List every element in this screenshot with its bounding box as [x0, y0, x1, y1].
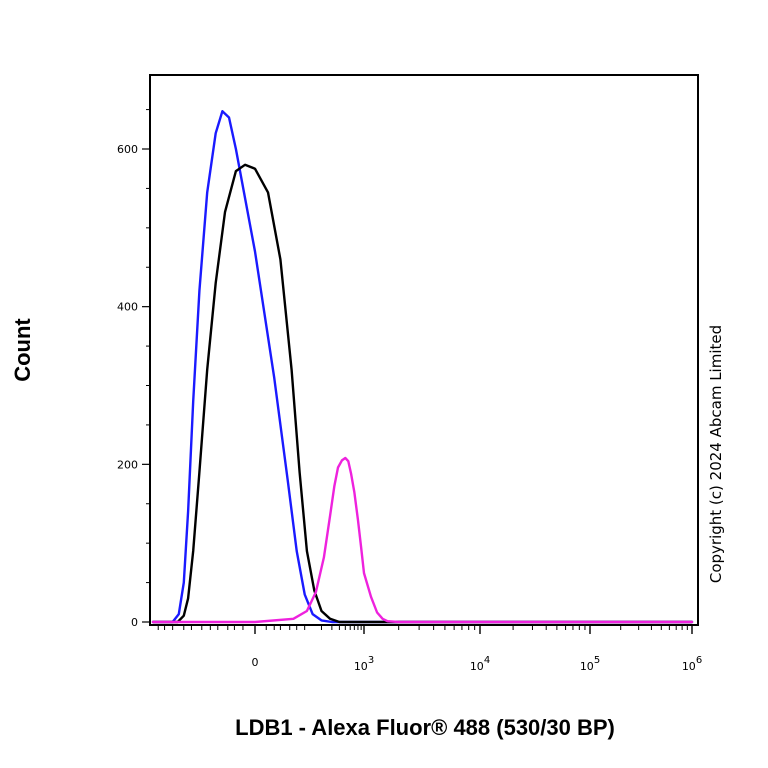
x-tick-label: 104	[470, 655, 490, 673]
plot-frame	[149, 74, 699, 626]
y-axis-title: Count	[10, 318, 35, 382]
histogram-series	[151, 109, 694, 624]
histogram-series	[151, 456, 694, 624]
series-layer	[151, 109, 694, 624]
histogram-series	[151, 163, 694, 624]
x-tick-label: 106	[682, 655, 702, 673]
y-tick-label: 600	[117, 143, 138, 156]
copyright-notice: Copyright (c) 2024 Abcam Limited	[707, 325, 725, 583]
x-tick-label: 0	[252, 656, 259, 669]
x-tick-label: 105	[580, 655, 600, 673]
y-tick-label: 0	[131, 616, 138, 629]
x-axis-title: LDB1 - Alexa Fluor® 488 (530/30 BP)	[235, 715, 615, 740]
y-axis: 0 200 400 600	[117, 109, 150, 629]
x-tick-label: 103	[354, 655, 374, 673]
y-tick-label: 400	[117, 301, 138, 314]
y-tick-label: 200	[117, 458, 138, 471]
x-axis: 0 103 104 105 106	[157, 625, 702, 673]
